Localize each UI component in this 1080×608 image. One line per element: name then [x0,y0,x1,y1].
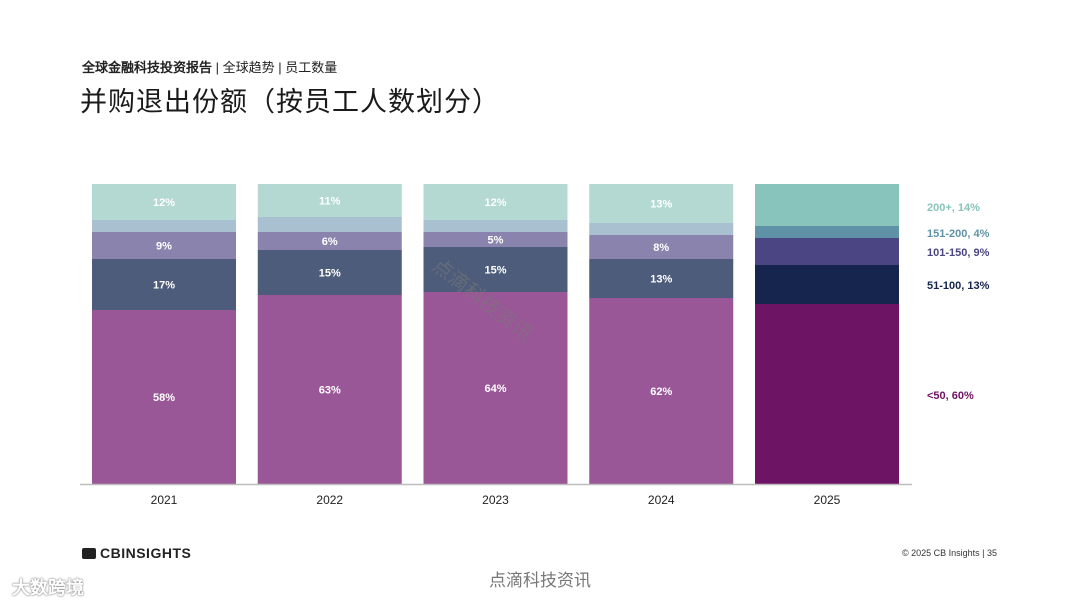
bar-segment [755,304,899,484]
cb-insights-logo: CBINSIGHTS [82,545,191,561]
data-label: 5% [488,235,504,247]
bar-segment [257,295,402,484]
logo-mark-icon [82,548,96,559]
breadcrumb-report: 全球金融科技投资报告 [82,60,213,75]
bar-segment [589,223,734,235]
legend-label: <50, 60% [927,390,974,402]
copyright: © 2025 CB Insights | 35 [901,548,997,558]
data-label: 13% [650,274,672,286]
data-label: 9% [156,241,172,253]
bar-segment [755,226,899,238]
data-label: 6% [322,236,338,248]
bar-segment [257,232,402,250]
bar-segment [92,259,236,310]
x-tick-label: 2021 [151,493,178,507]
x-tick-label: 2023 [482,493,509,507]
data-label: 12% [153,197,175,209]
bar-segment [755,265,899,304]
x-tick-label: 2025 [814,493,841,507]
data-label: 12% [484,197,506,209]
page-title: 并购退出份额（按员工人数划分） [80,87,500,117]
bar-segment [589,235,734,259]
bar-segment [92,310,236,484]
data-label: 11% [319,196,341,208]
data-label: 8% [653,242,669,254]
bar-segment [92,232,236,259]
legend-label: 51-100, 13% [927,280,990,292]
bar-segment [257,184,402,217]
x-tick-label: 2022 [316,493,343,507]
legend-label: 200+, 14% [927,202,980,214]
logo-text: CBINSIGHTS [100,545,192,561]
bar-segment [257,250,402,295]
data-label: 64% [484,383,506,395]
legend-label: 101-150, 9% [927,247,990,259]
bar-segment [755,184,899,226]
bar-segment [257,217,402,232]
bar-segment [589,259,734,298]
x-tick-label: 2024 [648,493,675,507]
data-label: 63% [319,385,341,397]
breadcrumb-path: | 全球趋势 | 员工数量 [212,60,338,75]
bar-segment [423,232,568,247]
bar-segment [92,220,236,232]
bar-segment [423,184,568,220]
watermark-bottom: 点滴科技资讯 [489,571,591,591]
breadcrumb: 全球金融科技投资报告 | 全球趋势 | 员工数量 [82,57,337,76]
bar-segment [92,184,236,220]
watermark-left: 大数跨境 [12,578,84,598]
bar-segment [423,247,568,292]
data-label: 62% [650,386,672,398]
data-label: 13% [650,199,672,211]
bar-segment [755,238,899,265]
data-label: 17% [153,280,175,292]
bar-segment [589,184,734,223]
bar-segment [423,292,568,484]
data-label: 58% [153,392,175,404]
bar-segment [423,220,568,232]
data-label: 15% [484,265,506,277]
bar-segment [589,298,734,484]
legend-label: 151-200, 4% [927,228,990,240]
data-label: 15% [319,268,341,280]
